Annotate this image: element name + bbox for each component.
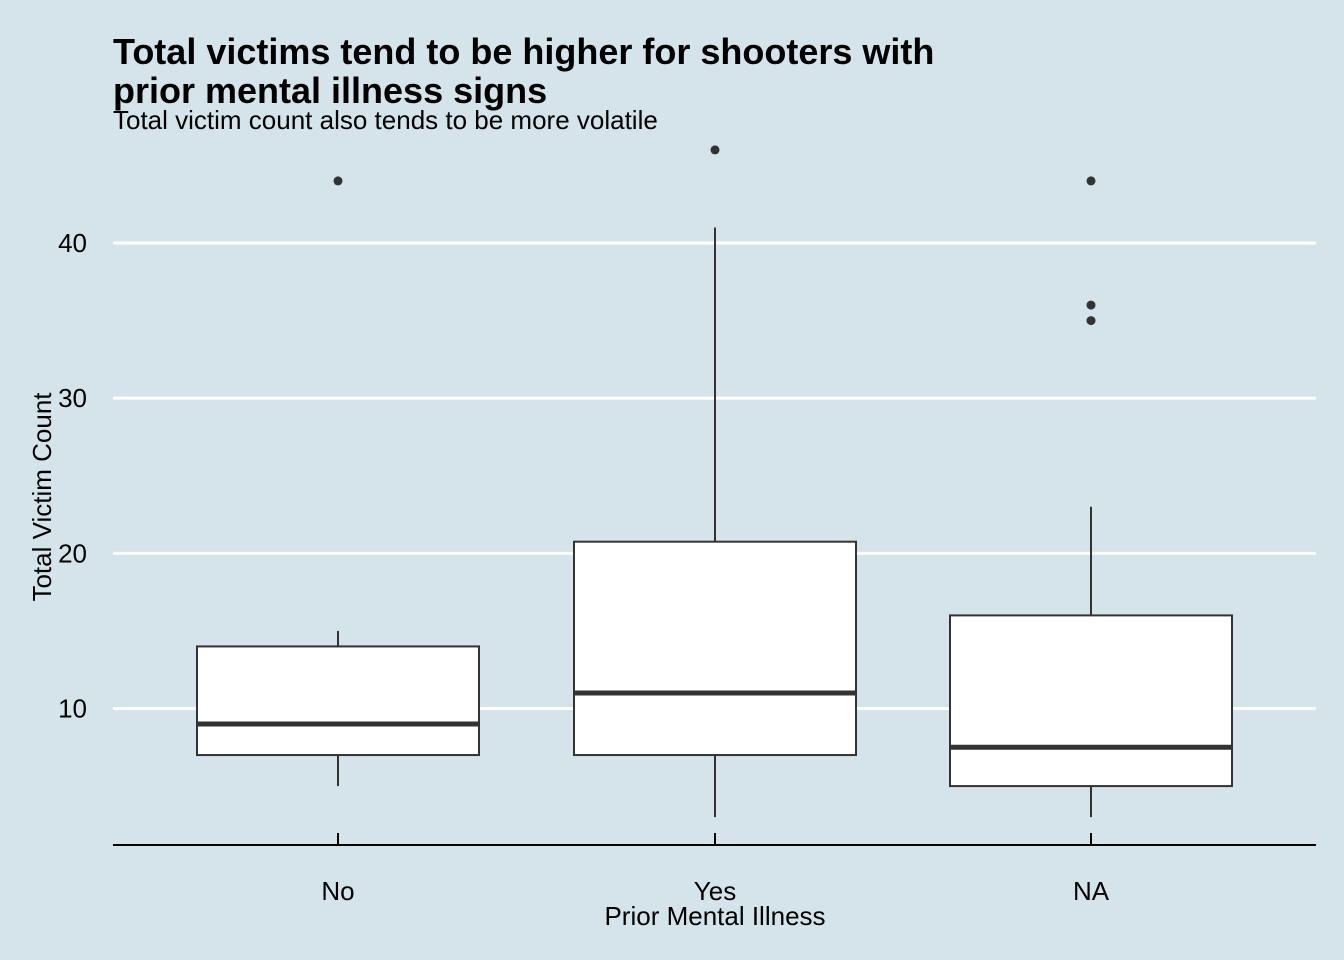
x-axis xyxy=(113,833,1316,846)
iqr-box-na xyxy=(949,614,1233,788)
outlier-point-na-1 xyxy=(1086,316,1096,326)
box-no xyxy=(196,176,480,787)
x-axis-title: Prior Mental Illness xyxy=(604,901,825,931)
y-tick-label-30: 30 xyxy=(58,383,87,413)
boxes xyxy=(196,145,1233,818)
chart-subtitle: Total victim count also tends to be more… xyxy=(113,105,658,135)
x-axis-ticks: No Yes NA xyxy=(321,876,1109,906)
outlier-point-na-3 xyxy=(1086,176,1096,186)
box-yes xyxy=(573,145,857,818)
x-tick-label-yes: Yes xyxy=(694,876,736,906)
x-tick-label-na: NA xyxy=(1073,876,1110,906)
y-tick-label-20: 20 xyxy=(58,538,87,568)
outlier-point-na-2 xyxy=(1086,300,1096,310)
chart-title-line-1: Total victims tend to be higher for shoo… xyxy=(113,31,934,72)
outlier-point-no-1 xyxy=(333,176,343,186)
chart-title-line-2: prior mental illness signs xyxy=(113,70,547,111)
iqr-box-yes xyxy=(573,540,857,757)
iqr-box-no xyxy=(196,645,480,757)
x-tick-label-no: No xyxy=(321,876,354,906)
y-axis-title: Total Victim Count xyxy=(27,392,57,602)
y-axis-ticks: 10 20 30 40 xyxy=(58,228,87,724)
box-na xyxy=(949,176,1233,818)
y-tick-label-40: 40 xyxy=(58,228,87,258)
outlier-point-yes-1 xyxy=(710,145,720,155)
y-tick-label-10: 10 xyxy=(58,694,87,724)
